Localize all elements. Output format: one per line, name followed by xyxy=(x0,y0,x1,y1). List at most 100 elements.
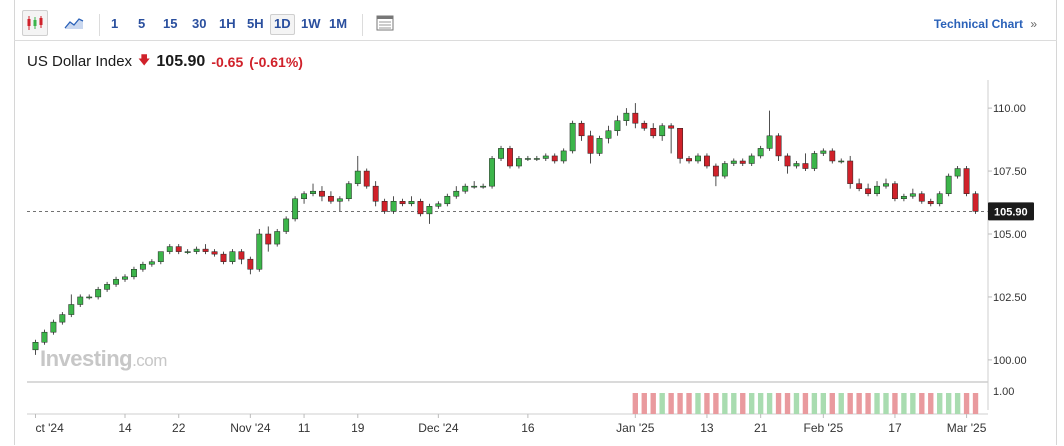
volume-bar xyxy=(722,393,728,414)
timeframe-15[interactable]: 15 xyxy=(163,16,178,31)
candle-body xyxy=(963,168,970,194)
candle-body xyxy=(560,150,567,162)
candle xyxy=(793,160,800,169)
down-arrow-icon: 🡇 xyxy=(138,53,151,67)
candle-body xyxy=(41,331,48,343)
candle xyxy=(345,181,352,202)
candle-body xyxy=(462,185,469,192)
x-tick-label: 21 xyxy=(754,421,768,435)
volume-series xyxy=(632,393,979,414)
candle xyxy=(408,196,415,207)
candle xyxy=(614,115,621,136)
candle xyxy=(489,155,496,189)
candle xyxy=(157,251,164,265)
x-tick-label: 14 xyxy=(118,421,132,435)
price-axis: 110.00 107.50 105.00 102.50 100.00 105.90 xyxy=(987,80,1034,410)
candle xyxy=(32,339,39,355)
candle xyxy=(256,228,263,272)
candle-body xyxy=(301,193,307,199)
candle xyxy=(802,153,809,172)
candle-body xyxy=(247,258,254,270)
volume-bar xyxy=(668,393,674,414)
instrument-name: US Dollar Index xyxy=(27,53,133,70)
candle-body xyxy=(551,155,558,162)
candle xyxy=(918,191,925,204)
candle-body xyxy=(426,206,433,215)
candle-body xyxy=(650,128,657,137)
candle xyxy=(310,183,316,197)
timeframe-1m[interactable]: 1M xyxy=(329,16,348,31)
candle-body xyxy=(542,155,549,159)
candle-body xyxy=(909,193,916,197)
timeframe-1w[interactable]: 1W xyxy=(301,16,321,31)
candlestick-icon[interactable] xyxy=(22,10,48,36)
volume-bar xyxy=(757,393,764,414)
candle xyxy=(301,191,307,204)
volume-bar xyxy=(632,393,639,414)
candle xyxy=(730,158,737,167)
candle xyxy=(498,145,504,161)
candle-body xyxy=(77,296,84,305)
candle xyxy=(829,148,836,164)
timeframe-30[interactable]: 30 xyxy=(192,16,207,31)
candle xyxy=(838,158,845,164)
candle-body xyxy=(113,279,119,285)
candle-body xyxy=(148,261,155,265)
timeframe-1h[interactable]: 1H xyxy=(219,16,236,31)
candle xyxy=(211,249,218,257)
candle xyxy=(480,183,487,189)
x-tick-label: ct '24 xyxy=(35,421,64,435)
candle-body xyxy=(193,248,200,252)
timeframe-5[interactable]: 5 xyxy=(138,16,146,31)
toolbar-divider xyxy=(362,14,363,36)
volume-bar xyxy=(677,393,683,414)
candle xyxy=(587,130,594,164)
candle xyxy=(122,274,128,282)
candle-body xyxy=(954,168,961,177)
volume-bar xyxy=(847,393,853,414)
last-price-tag xyxy=(988,202,1034,221)
candle xyxy=(972,191,979,214)
candle xyxy=(892,181,898,202)
candle xyxy=(757,145,764,159)
watermark-main: Investing xyxy=(40,346,133,371)
candle-body xyxy=(408,201,415,205)
table-view-icon[interactable] xyxy=(372,10,398,36)
candle xyxy=(41,329,48,345)
candle xyxy=(95,286,102,300)
timeframe-1[interactable]: 1 xyxy=(111,16,119,31)
candle-body xyxy=(184,251,191,253)
candle-body xyxy=(820,150,827,154)
candle xyxy=(515,155,522,169)
candle-body xyxy=(739,160,746,164)
candle-body xyxy=(811,153,818,169)
x-tick-label: Dec '24 xyxy=(418,421,459,435)
candle xyxy=(444,193,451,207)
candle-body xyxy=(614,120,621,132)
candle-body xyxy=(766,135,773,149)
timeframe-1d[interactable]: 1D xyxy=(270,14,295,35)
y-tick-label: 105.00 xyxy=(993,229,1027,241)
last-price-label: 105.90 xyxy=(994,206,1028,218)
candle-body xyxy=(883,183,889,187)
candle-body xyxy=(68,304,75,315)
candle-body xyxy=(605,130,612,139)
candle-body xyxy=(166,246,173,252)
area-chart-icon[interactable] xyxy=(61,10,87,36)
candle-body xyxy=(327,195,334,202)
candle-body xyxy=(220,253,227,262)
y-tick-label: 110.00 xyxy=(993,103,1026,115)
candle-body xyxy=(399,201,406,205)
candle xyxy=(202,244,209,255)
candle-body xyxy=(945,175,952,194)
x-tick-label: 19 xyxy=(351,421,365,435)
candle-body xyxy=(730,160,737,164)
candle-body xyxy=(381,201,388,212)
candle-body xyxy=(632,112,639,124)
volume-bar xyxy=(883,393,889,414)
candle-body xyxy=(480,185,487,188)
technical-chart-link[interactable]: Technical Chart » xyxy=(934,17,1037,31)
timeframe-5h[interactable]: 5H xyxy=(247,16,264,31)
candle-body xyxy=(596,138,603,154)
